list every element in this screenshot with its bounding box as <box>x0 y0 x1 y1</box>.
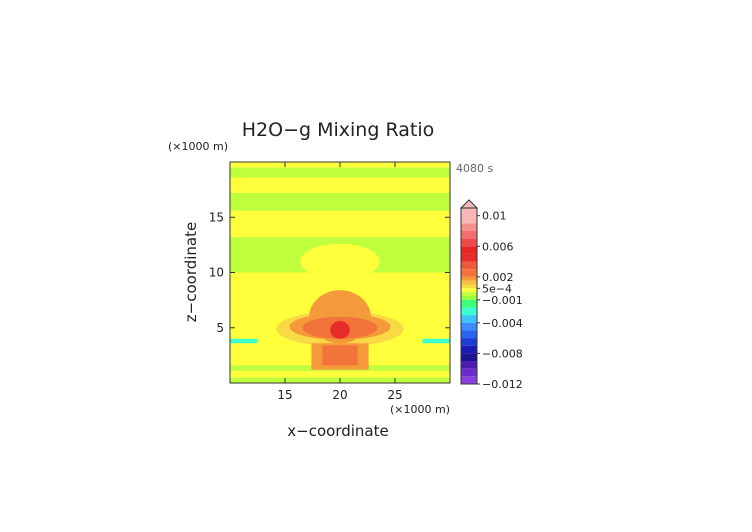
colorbar-swatch-24 <box>461 376 477 384</box>
y-axis-label: z−coordinate <box>182 222 200 322</box>
colorbar-tick-label: 0.01 <box>482 210 507 223</box>
y-axis-ticks: 5 10 15 <box>209 210 450 335</box>
colorbar-tick-label: 0.006 <box>482 240 514 253</box>
colorbar-swatch-13 <box>461 296 477 300</box>
colorbar-swatch-11 <box>461 288 477 293</box>
colorbar-tick-label: −0.012 <box>482 378 523 391</box>
colorbar-swatch-20 <box>461 345 477 354</box>
colorbar-swatch-4 <box>461 246 477 254</box>
colorbar-swatch-10 <box>461 284 477 289</box>
x-axis-ticks: 15 20 25 <box>277 162 403 402</box>
colorbar-tick-label: 5e−4 <box>482 282 512 295</box>
colorbar-extend-arrow <box>459 199 479 209</box>
colorbar-swatch-22 <box>461 361 477 369</box>
y-tick-label: 15 <box>209 210 224 224</box>
colorbar-swatch-19 <box>461 338 477 346</box>
field-region-12 <box>330 321 350 339</box>
colorbar-swatch-18 <box>461 330 477 339</box>
x-axis-unit: (×1000 m) <box>390 403 450 416</box>
time-label: 4080 s <box>456 162 493 175</box>
colorbar-swatch-7 <box>461 269 477 277</box>
colorbar-swatch-21 <box>461 353 477 362</box>
colorbar-swatch-23 <box>461 368 477 377</box>
x-axis-label: x−coordinate <box>287 422 388 440</box>
colorbar-swatch-1 <box>461 223 477 231</box>
field-region-16 <box>422 338 450 344</box>
x-tick-label: 25 <box>387 388 402 402</box>
colorbar-tick-label: −0.004 <box>482 317 523 330</box>
x-tick-label: 20 <box>332 388 347 402</box>
colorbar-swatch-6 <box>461 261 477 270</box>
field-region-14 <box>322 345 358 366</box>
mixing-ratio-field <box>230 162 450 383</box>
colorbar-swatch-14 <box>461 299 477 308</box>
field-region-15 <box>230 338 258 344</box>
colorbar-tick-label: 0.002 <box>482 271 514 284</box>
field-region-7 <box>300 243 380 280</box>
colorbar-swatch-8 <box>461 276 477 281</box>
y-tick-label: 5 <box>216 321 224 335</box>
x-tick-label: 15 <box>277 388 292 402</box>
colorbar-tick-label: −0.008 <box>482 347 523 360</box>
colorbar-swatch-17 <box>461 322 477 331</box>
colorbar-swatch-3 <box>461 238 477 247</box>
colorbar-swatch-16 <box>461 315 477 323</box>
colorbar-swatch-0 <box>461 208 477 224</box>
field-region-3 <box>230 210 450 218</box>
y-axis-unit: (×1000 m) <box>168 140 228 153</box>
y-tick-label: 10 <box>209 266 224 280</box>
chart-title: H2O−g Mixing Ratio <box>242 119 434 141</box>
colorbar-swatch-5 <box>461 253 477 262</box>
field-region-2 <box>230 177 450 193</box>
colorbar-swatch-9 <box>461 280 477 285</box>
colorbar-swatch-12 <box>461 292 477 296</box>
colorbar-tick-label: −0.001 <box>482 294 523 307</box>
colorbar-swatch-2 <box>461 230 477 239</box>
colorbar-swatch-15 <box>461 307 477 316</box>
